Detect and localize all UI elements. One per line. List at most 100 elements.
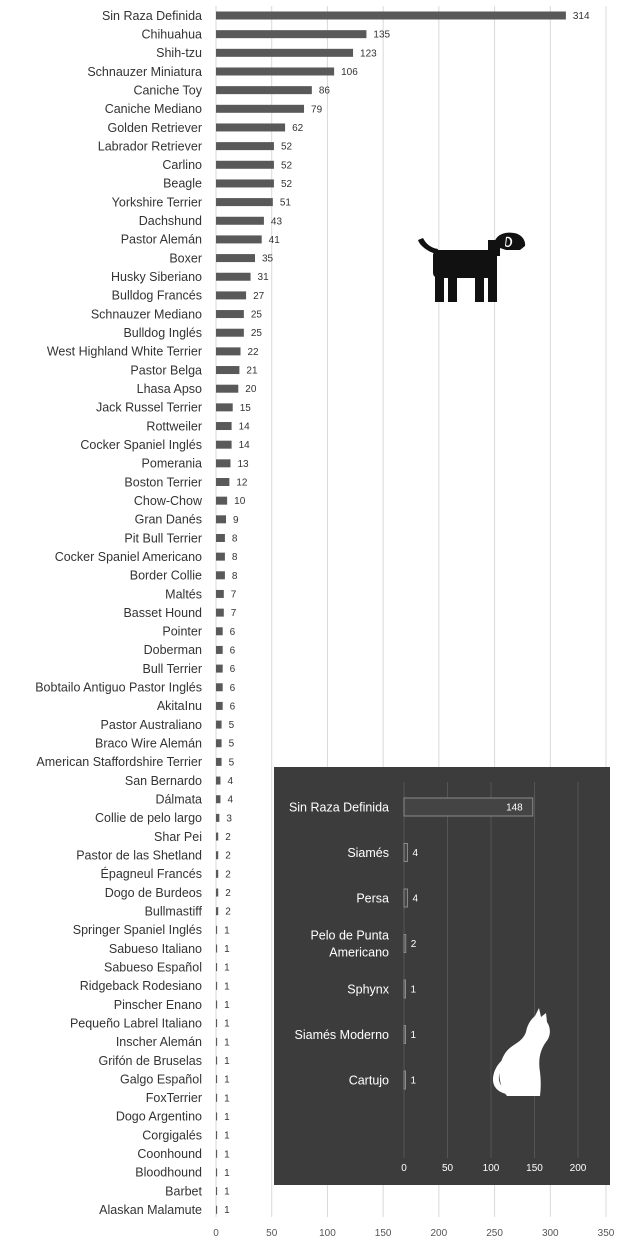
dog-bar (216, 683, 223, 692)
dog-bar (216, 1187, 218, 1196)
dog-category-label: Sin Raza Definida (102, 9, 202, 23)
dog-bar (216, 1093, 218, 1102)
dog-category-label: Pastor Australiano (101, 718, 202, 732)
dog-bar (216, 198, 273, 207)
dog-data-label: 9 (233, 515, 239, 526)
dog-category-label: Cocker Spaniel Inglés (80, 438, 202, 452)
dog-data-label: 2 (225, 888, 231, 899)
dog-bar (216, 216, 264, 225)
dog-x-tick-label: 50 (266, 1228, 278, 1239)
dog-data-label: 1 (224, 1112, 230, 1123)
dog-data-label: 35 (262, 254, 274, 265)
dog-category-label: Corgigalés (142, 1128, 202, 1142)
dog-bar (216, 366, 240, 375)
dog-bar (216, 384, 239, 393)
dog-category-label: Galgo Español (120, 1072, 202, 1086)
dog-data-label: 25 (251, 328, 263, 339)
cat-category-label: Sin Raza Definida (289, 801, 389, 815)
dog-bar (216, 179, 274, 188)
cat-bar (403, 1025, 406, 1044)
dog-bar (216, 291, 247, 300)
dog-bar (216, 757, 222, 766)
dog-x-tick-label: 150 (375, 1228, 392, 1239)
dog-bar (216, 347, 241, 356)
dog-category-label: Border Collie (130, 569, 202, 583)
dog-category-label: Yorkshire Terrier (112, 195, 202, 209)
dog-category-label: Pinscher Enano (114, 998, 202, 1012)
dog-data-label: 5 (229, 720, 235, 731)
dog-category-label: Boxer (169, 251, 202, 265)
dog-category-label: Husky Siberiano (111, 270, 202, 284)
dog-bar (216, 123, 286, 132)
dog-category-label: Pastor Alemán (121, 233, 202, 247)
dog-x-tick-label: 100 (319, 1228, 336, 1239)
dog-data-label: 2 (225, 832, 231, 843)
dog-bar (216, 1131, 218, 1140)
cat-category-label: Siamés (347, 846, 389, 860)
dog-data-label: 10 (234, 496, 246, 507)
cat-bar (403, 843, 408, 862)
dog-bar (216, 571, 225, 580)
dog-bar (216, 963, 218, 972)
dog-category-label: American Staffordshire Terrier (36, 755, 202, 769)
dog-data-label: 41 (269, 235, 281, 246)
dog-category-label: Cocker Spaniel Americano (55, 550, 202, 564)
cat-data-label: 4 (412, 848, 418, 859)
dog-category-label: Bullmastiff (145, 904, 203, 918)
cat-x-tick-label: 0 (401, 1163, 407, 1174)
dog-bar (216, 272, 251, 281)
dog-category-label: Schnauzer Miniatura (87, 65, 202, 79)
dog-bar (216, 533, 225, 542)
dog-category-label: Coonhound (137, 1147, 202, 1161)
dog-category-label: Dogo de Burdeos (105, 886, 202, 900)
cat-bar (403, 797, 534, 817)
dog-chart-bars (216, 11, 566, 1214)
dog-category-label: Basset Hound (123, 606, 202, 620)
dog-data-label: 1 (224, 1037, 230, 1048)
dog-data-label: 62 (292, 123, 304, 134)
dog-data-label: 22 (248, 347, 260, 358)
dog-data-label: 1 (224, 1149, 230, 1160)
cat-data-label: 1 (411, 985, 417, 996)
dog-bar (216, 720, 222, 729)
cat-data-label: 1 (411, 1030, 417, 1041)
dog-category-label: Épagneul Francés (101, 866, 202, 881)
dog-category-label: FoxTerrier (146, 1091, 202, 1105)
dog-bar (216, 869, 219, 878)
dog-category-label: Shih-tzu (156, 46, 202, 60)
dog-data-label: 7 (231, 608, 237, 619)
dog-icon (418, 232, 526, 302)
dog-category-label: Carlino (162, 158, 202, 172)
dog-category-label: Alaskan Malamute (99, 1203, 202, 1217)
cat-chart-data-labels: 148 4 4 2 1 1 1 (411, 803, 524, 1087)
dog-bar (216, 925, 218, 934)
dog-bar (216, 422, 232, 431)
dog-data-label: 1 (224, 1205, 230, 1216)
dog-data-label: 12 (236, 478, 248, 489)
dog-bar (216, 907, 219, 916)
dog-x-tick-label: 0 (213, 1228, 219, 1239)
dog-data-label: 135 (373, 30, 390, 41)
cat-category-label: Siamés Moderno (295, 1028, 390, 1042)
dog-data-label: 25 (251, 310, 263, 321)
dog-bar (216, 627, 223, 636)
cat-data-label: 1 (411, 1076, 417, 1087)
dog-chart-x-ticks: 0 50 100 150 200 250 300 350 (213, 1228, 615, 1239)
dog-data-label: 8 (232, 571, 238, 582)
cat-x-tick-label: 100 (483, 1163, 500, 1174)
dog-bar (216, 608, 224, 617)
cat-data-label: 4 (412, 894, 418, 905)
dog-category-label: Pointer (162, 625, 202, 639)
dog-data-label: 79 (311, 104, 323, 115)
dog-category-label: Labrador Retriever (98, 139, 202, 153)
dog-data-label: 52 (281, 160, 293, 171)
dog-data-label: 7 (231, 589, 237, 600)
dog-data-label: 52 (281, 142, 293, 153)
dog-category-label: Rottweiler (146, 419, 202, 433)
cat-bar (403, 979, 406, 999)
dog-data-label: 13 (237, 459, 249, 470)
dog-bar (216, 813, 220, 822)
dog-data-label: 6 (230, 701, 236, 712)
dog-category-label: Barbet (165, 1184, 202, 1198)
dog-data-label: 5 (229, 757, 235, 768)
